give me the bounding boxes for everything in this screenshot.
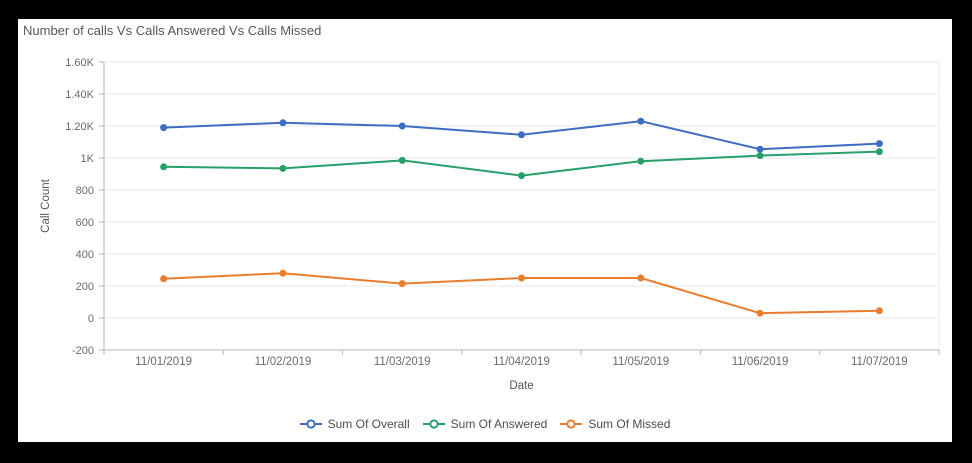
data-point[interactable]	[279, 269, 287, 277]
line-chart-canvas: -200 0 200 400 600 800 1K 1.20K 1.40K 1.60K 11/01/…	[40, 57, 940, 392]
line-circle-marker-icon	[299, 419, 322, 429]
legend-label: Sum Of Overall	[327, 417, 410, 431]
data-point[interactable]	[279, 119, 287, 127]
series-line	[163, 150, 880, 177]
chart-legend: Sum Of Overall Sum Of Answered Sum Of Mi…	[18, 417, 952, 431]
data-point[interactable]	[637, 157, 645, 165]
y-tick-label: 1.60K	[65, 57, 94, 69]
data-point[interactable]	[756, 309, 764, 317]
data-point[interactable]	[398, 122, 406, 130]
data-point[interactable]	[518, 274, 525, 282]
y-tick-label: 800	[76, 185, 94, 197]
y-tick-label: 600	[76, 217, 94, 229]
chart-panel: Number of calls Vs Calls Answered Vs Cal…	[18, 19, 952, 442]
legend-item-sum-of-answered[interactable]: Sum Of Answered	[422, 417, 548, 431]
legend-label: Sum Of Answered	[450, 417, 548, 431]
data-point[interactable]	[279, 164, 287, 172]
data-point[interactable]	[637, 117, 645, 125]
line-circle-marker-icon	[422, 419, 445, 429]
x-tick-label: 11/06/2019	[732, 356, 789, 368]
data-point[interactable]	[756, 152, 764, 160]
y-tick-label: 1.20K	[65, 121, 94, 133]
legend-label: Sum Of Missed	[588, 417, 671, 431]
line-circle-marker-icon	[560, 419, 583, 429]
x-axis-title: Date	[509, 380, 533, 392]
data-point[interactable]	[637, 274, 645, 282]
data-point[interactable]	[756, 145, 764, 153]
data-point[interactable]	[518, 131, 525, 139]
y-axis-title: Call Count	[40, 178, 52, 232]
x-tick-label: 11/02/2019	[255, 356, 312, 368]
data-point[interactable]	[875, 307, 883, 315]
data-point[interactable]	[398, 280, 406, 288]
data-point[interactable]	[160, 163, 168, 171]
x-tick-label: 11/05/2019	[612, 356, 669, 368]
y-tick-label: 1K	[81, 153, 95, 165]
y-tick-label: 200	[76, 281, 94, 293]
data-point[interactable]	[875, 140, 883, 148]
data-point[interactable]	[398, 156, 406, 164]
y-tick-label: 1.40K	[65, 89, 94, 101]
y-tick-label: 400	[76, 249, 94, 261]
data-point[interactable]	[160, 124, 168, 132]
x-tick-label: 11/03/2019	[374, 356, 431, 368]
chart-title: Number of calls Vs Calls Answered Vs Cal…	[23, 23, 322, 38]
data-point[interactable]	[160, 275, 168, 283]
x-tick-label: 11/01/2019	[135, 356, 192, 368]
x-tick-label: 11/07/2019	[851, 356, 908, 368]
legend-item-sum-of-missed[interactable]: Sum Of Missed	[560, 417, 670, 431]
legend-item-sum-of-overall[interactable]: Sum Of Overall	[299, 417, 410, 431]
y-tick-label: -200	[72, 345, 94, 357]
y-tick-label: 0	[88, 313, 94, 325]
data-point[interactable]	[518, 172, 525, 180]
x-tick-label: 11/04/2019	[493, 356, 550, 368]
data-point[interactable]	[875, 148, 883, 156]
